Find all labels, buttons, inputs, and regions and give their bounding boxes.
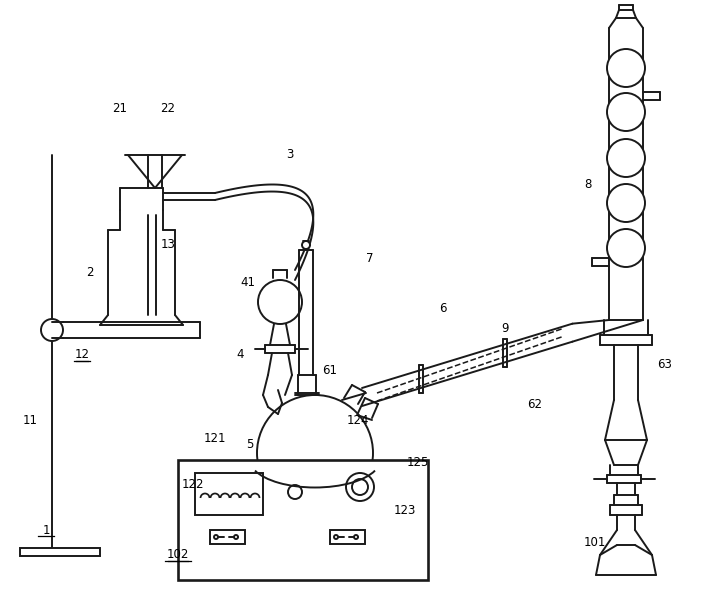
Text: 123: 123 [394,504,416,516]
Circle shape [607,184,645,222]
Circle shape [607,229,645,267]
Text: 4: 4 [237,349,244,362]
Bar [195,473,263,515]
Circle shape [258,280,302,324]
Text: 125: 125 [407,455,429,469]
Text: 61: 61 [322,364,337,376]
Text: 124: 124 [347,414,370,426]
Text: 6: 6 [439,301,447,315]
Circle shape [234,535,238,539]
Text: 8: 8 [584,179,591,191]
Text: 9: 9 [501,321,509,335]
Text: 1: 1 [42,524,50,536]
Circle shape [607,139,645,177]
Text: 121: 121 [203,431,226,445]
Text: 21: 21 [113,101,127,115]
Bar [330,530,365,544]
Circle shape [354,535,358,539]
Circle shape [214,535,218,539]
Circle shape [334,535,338,539]
Circle shape [607,93,645,131]
Bar [178,460,428,580]
Circle shape [346,473,374,501]
Text: 5: 5 [246,439,253,452]
Text: 63: 63 [658,359,672,371]
Text: 62: 62 [527,399,543,411]
Circle shape [352,479,368,495]
Text: 22: 22 [161,101,175,115]
Text: 2: 2 [87,266,94,278]
Circle shape [302,241,310,249]
Text: 102: 102 [167,548,189,562]
Text: 12: 12 [75,349,89,362]
Circle shape [257,395,373,511]
Bar [20,548,100,556]
Circle shape [288,485,302,499]
Text: 122: 122 [182,478,204,492]
Text: 101: 101 [584,536,606,550]
Circle shape [607,49,645,87]
Circle shape [41,319,63,341]
Text: 11: 11 [23,414,37,426]
Text: 13: 13 [161,239,175,251]
Bar [210,530,245,544]
Text: 3: 3 [287,149,294,161]
Text: 41: 41 [241,275,256,289]
Text: 7: 7 [366,251,374,265]
